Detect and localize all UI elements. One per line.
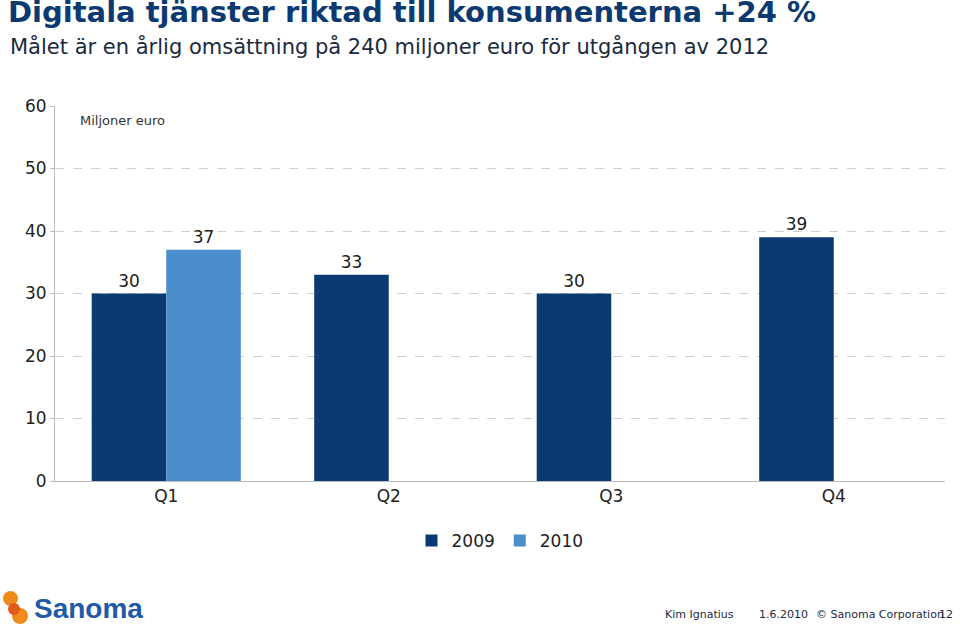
svg-text:Q1: Q1 [154, 486, 178, 506]
svg-text:Digitala tjänster riktad till: Digitala tjänster riktad till konsumente… [8, 0, 816, 29]
svg-text:30: 30 [563, 271, 585, 291]
svg-text:1.6.2010: 1.6.2010 [759, 608, 808, 621]
svg-text:30: 30 [25, 283, 47, 303]
svg-text:37: 37 [193, 227, 215, 247]
svg-text:30: 30 [118, 271, 140, 291]
svg-text:12: 12 [939, 608, 953, 621]
svg-text:© Sanoma Corporation: © Sanoma Corporation [816, 608, 944, 621]
svg-text:50: 50 [25, 158, 47, 178]
svg-text:60: 60 [25, 96, 47, 116]
svg-text:33: 33 [341, 252, 363, 272]
svg-text:2009: 2009 [452, 531, 495, 551]
svg-text:Q2: Q2 [377, 486, 401, 506]
svg-text:Kim Ignatius: Kim Ignatius [665, 608, 734, 621]
svg-text:39: 39 [786, 214, 808, 234]
svg-text:Q3: Q3 [599, 486, 623, 506]
svg-text:Sanoma: Sanoma [34, 593, 143, 624]
svg-text:10: 10 [25, 408, 47, 428]
svg-text:Målet är en årlig omsättning p: Målet är en årlig omsättning på 240 milj… [10, 34, 769, 59]
svg-text:Q4: Q4 [822, 486, 846, 506]
svg-text:40: 40 [25, 221, 47, 241]
svg-text:Miljoner euro: Miljoner euro [80, 113, 165, 128]
svg-text:20: 20 [25, 346, 47, 366]
svg-text:0: 0 [36, 471, 47, 491]
svg-text:2010: 2010 [540, 531, 583, 551]
